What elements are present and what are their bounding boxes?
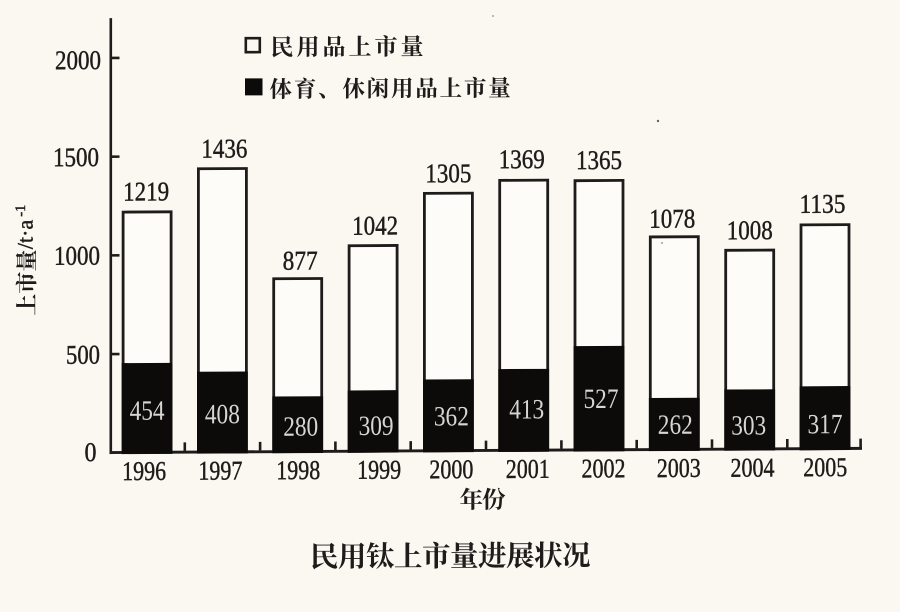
- svg-text:-1: -1: [13, 205, 29, 217]
- svg-text:1135: 1135: [800, 189, 846, 219]
- svg-text:309: 309: [359, 411, 394, 442]
- svg-text:1078: 1078: [649, 203, 695, 233]
- svg-text:262: 262: [658, 410, 693, 441]
- svg-text:877: 877: [283, 245, 318, 275]
- svg-text:1998: 1998: [276, 455, 320, 485]
- svg-text:1042: 1042: [352, 210, 398, 240]
- svg-text:2003: 2003: [657, 453, 701, 483]
- svg-text:1996: 1996: [122, 456, 166, 486]
- svg-text:454: 454: [130, 396, 165, 427]
- svg-text:1008: 1008: [727, 215, 773, 245]
- svg-text:1219: 1219: [123, 176, 169, 206]
- svg-text:0: 0: [85, 437, 97, 467]
- svg-text:2001: 2001: [506, 454, 550, 484]
- svg-text:1369: 1369: [499, 144, 545, 174]
- svg-text:362: 362: [434, 401, 469, 432]
- svg-text:500: 500: [66, 340, 100, 370]
- svg-text:/t·a: /t·a: [13, 220, 38, 250]
- svg-text:1000: 1000: [54, 241, 100, 271]
- svg-text:2000: 2000: [429, 454, 473, 484]
- svg-text:1997: 1997: [198, 455, 242, 485]
- svg-text:2005: 2005: [803, 452, 847, 482]
- svg-text:408: 408: [205, 399, 240, 430]
- svg-text:1500: 1500: [53, 142, 99, 172]
- svg-text:2002: 2002: [582, 453, 626, 483]
- svg-text:2000: 2000: [55, 45, 101, 75]
- svg-text:527: 527: [584, 384, 619, 415]
- svg-text:413: 413: [509, 394, 544, 425]
- svg-text:2004: 2004: [731, 452, 775, 482]
- svg-text:1365: 1365: [576, 145, 622, 175]
- svg-text:317: 317: [808, 409, 843, 440]
- svg-text:1999: 1999: [357, 455, 401, 485]
- svg-text:280: 280: [283, 412, 318, 443]
- svg-text:303: 303: [731, 410, 766, 441]
- svg-text:1305: 1305: [425, 158, 471, 188]
- svg-text:1436: 1436: [201, 133, 247, 163]
